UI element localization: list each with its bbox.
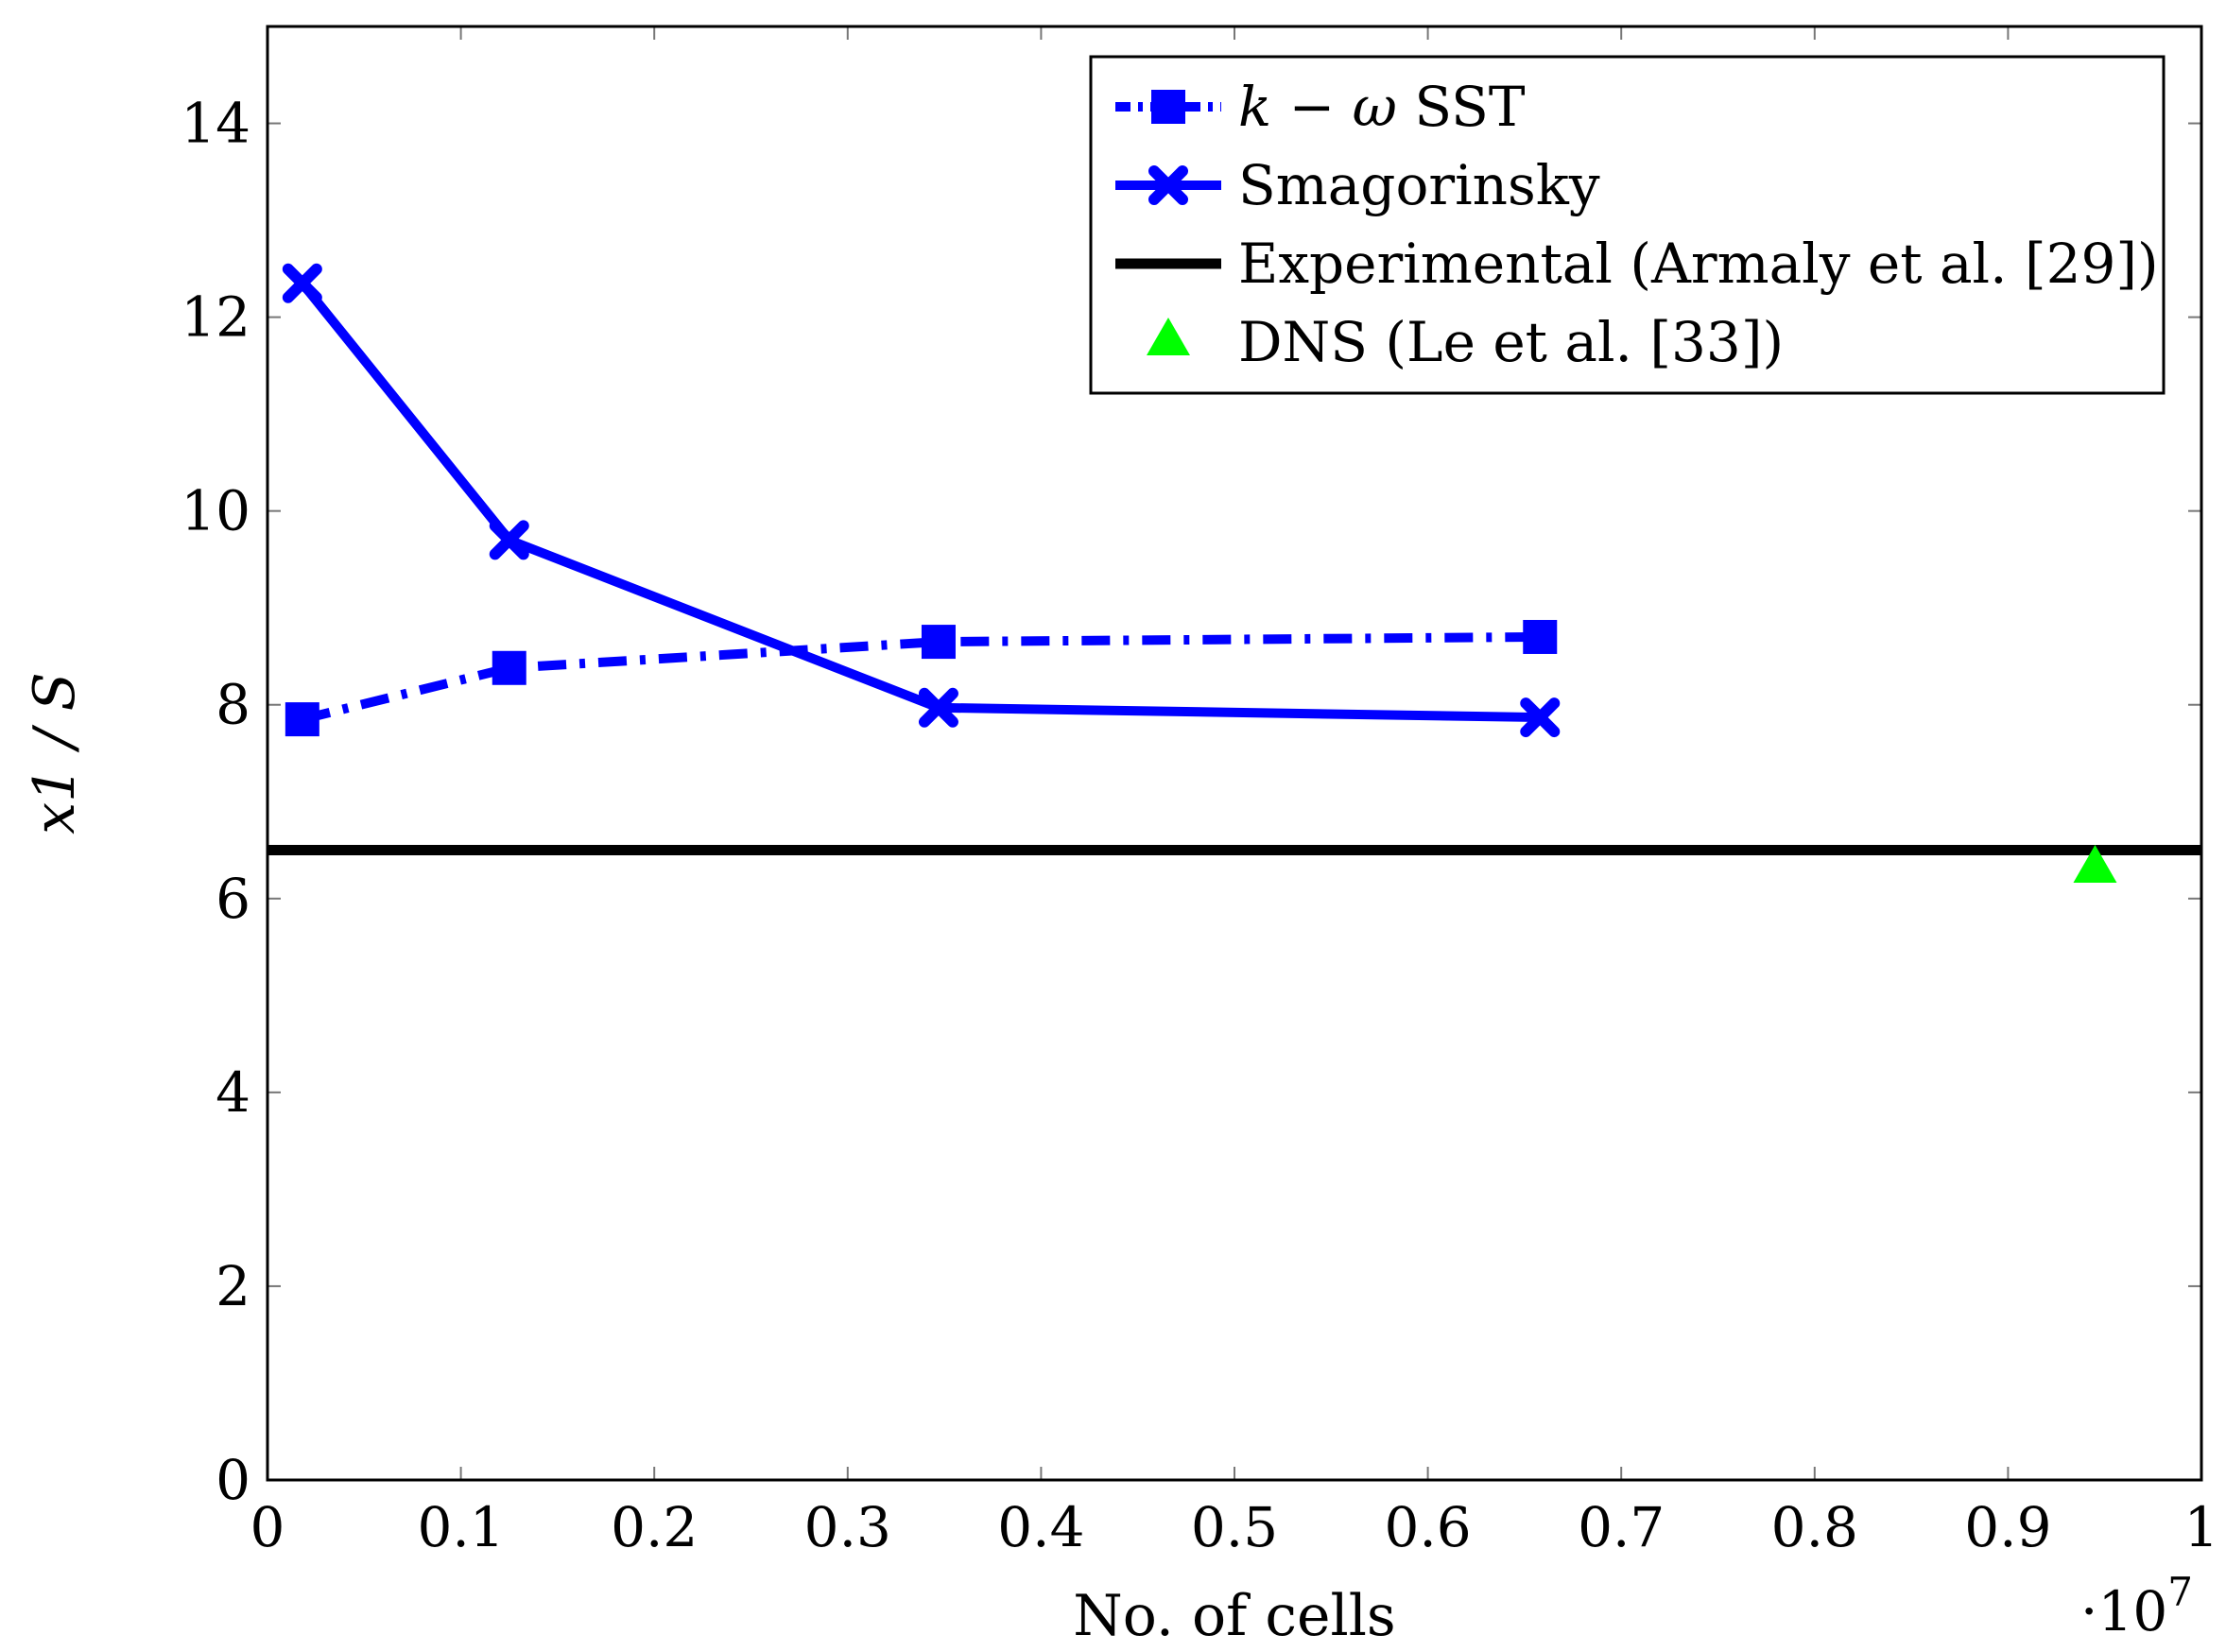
legend-entry: DNS (Le et al. [33]) xyxy=(1147,310,1784,374)
legend-entry: Smagorinsky xyxy=(1115,153,1600,217)
legend-marker xyxy=(1148,165,1188,205)
legend-label: k − ω SST xyxy=(1238,75,1526,139)
data-point xyxy=(492,650,526,685)
x-tick-label: 0.3 xyxy=(804,1495,891,1559)
x-tick-label: 0.4 xyxy=(997,1495,1084,1559)
x-tick-label: 0 xyxy=(250,1495,285,1559)
x-tick-label: 0.5 xyxy=(1191,1495,1278,1559)
legend-marker xyxy=(1147,318,1190,355)
x-tick-label: 0.9 xyxy=(1964,1495,2051,1559)
plot-frame xyxy=(266,25,2203,1482)
x-axis-title: No. of cells xyxy=(1073,1583,1395,1649)
series-line xyxy=(298,280,1541,723)
data-point xyxy=(918,687,958,728)
x-tick-label: 1 xyxy=(2184,1495,2219,1559)
legend-entry: Experimental (Armaly et al. [29]) xyxy=(1115,232,2159,296)
legend-box xyxy=(1089,55,2166,395)
x-tick-label: 0.1 xyxy=(417,1495,504,1559)
y-tick-label: 14 xyxy=(181,92,250,156)
data-point xyxy=(1520,697,1561,738)
series-layer xyxy=(267,263,2201,884)
legend: k − ω SST Smagorinsky Experimental (Armaly… xyxy=(1089,55,2166,395)
x-tick-label: 0.8 xyxy=(1771,1495,1858,1559)
series-line xyxy=(301,631,1541,724)
y-tick-label: 0 xyxy=(216,1448,250,1512)
series-3 xyxy=(2073,845,2117,884)
y-tick-label: 8 xyxy=(216,673,250,737)
y-tick-label: 10 xyxy=(181,479,250,543)
series-0 xyxy=(285,619,1558,737)
y-axis-title: x1 / S xyxy=(22,672,88,834)
y-tick-label: 6 xyxy=(216,867,250,931)
legend-entry: k − ω SST xyxy=(1115,75,1526,139)
data-point xyxy=(2073,845,2117,884)
legend-label: Experimental (Armaly et al. [29]) xyxy=(1238,232,2159,296)
y-tick-label: 12 xyxy=(181,285,250,350)
x-tick-label: 0.2 xyxy=(611,1495,698,1559)
y-tick-label: 2 xyxy=(216,1254,250,1318)
x-tick-label: 0.6 xyxy=(1384,1495,1471,1559)
legend-marker xyxy=(1151,90,1185,124)
x-axis-scale-factor: ·107 xyxy=(2080,1569,2193,1643)
series-1 xyxy=(282,263,1561,738)
data-point xyxy=(282,263,322,303)
data-point xyxy=(921,625,956,660)
data-point xyxy=(1523,619,1558,654)
x-tick-label: 0.7 xyxy=(1578,1495,1665,1559)
data-point xyxy=(489,520,529,560)
y-tick-label: 4 xyxy=(216,1060,250,1125)
legend-label: Smagorinsky xyxy=(1238,153,1600,217)
data-point xyxy=(285,702,319,737)
legend-label: DNS (Le et al. [33]) xyxy=(1238,310,1784,374)
